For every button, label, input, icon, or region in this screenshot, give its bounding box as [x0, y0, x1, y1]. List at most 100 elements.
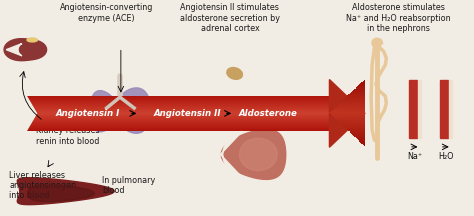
Polygon shape [331, 111, 365, 112]
Polygon shape [345, 127, 365, 128]
Text: In pulmonary
blood: In pulmonary blood [102, 176, 155, 195]
Bar [26, 109, 329, 110]
Polygon shape [337, 120, 365, 121]
Polygon shape [348, 94, 365, 95]
Bar [26, 123, 329, 124]
Polygon shape [115, 88, 151, 133]
Bar [449, 80, 452, 138]
Bar [26, 110, 329, 111]
Text: H₂O: H₂O [438, 152, 453, 161]
Polygon shape [352, 91, 365, 92]
Polygon shape [356, 138, 365, 139]
Polygon shape [337, 105, 365, 107]
Polygon shape [353, 135, 365, 136]
Bar [26, 113, 329, 114]
Text: Kidney releases
renin into blood: Kidney releases renin into blood [36, 126, 99, 146]
Bar [26, 108, 329, 109]
Polygon shape [359, 84, 365, 85]
Polygon shape [221, 129, 286, 179]
Bar [26, 121, 329, 122]
Bar [26, 98, 329, 99]
Bar [26, 126, 329, 127]
Polygon shape [350, 93, 365, 94]
Polygon shape [358, 85, 365, 86]
Bar [26, 120, 329, 121]
Bar [26, 118, 329, 119]
Polygon shape [356, 86, 365, 87]
Polygon shape [90, 91, 118, 132]
Bar [26, 106, 329, 107]
Bar [26, 96, 329, 97]
Polygon shape [354, 89, 365, 90]
Polygon shape [350, 132, 365, 133]
Text: Aldosterone stimulates
Na⁺ and H₂O reabsorption
in the nephrons: Aldosterone stimulates Na⁺ and H₂O reabs… [346, 3, 450, 33]
Bar [26, 115, 329, 116]
Bar [26, 122, 329, 123]
Polygon shape [361, 143, 365, 144]
Polygon shape [364, 79, 365, 81]
Polygon shape [352, 134, 365, 135]
Bar [26, 103, 329, 104]
Polygon shape [339, 103, 365, 104]
Polygon shape [337, 104, 365, 105]
Polygon shape [337, 119, 365, 120]
Polygon shape [356, 87, 365, 89]
Polygon shape [4, 39, 46, 61]
Bar [26, 95, 329, 96]
Polygon shape [360, 142, 365, 143]
Bar [26, 102, 329, 103]
Polygon shape [336, 107, 365, 108]
Polygon shape [340, 102, 365, 103]
Bar [26, 116, 329, 117]
Bar [26, 107, 329, 108]
Polygon shape [339, 121, 365, 122]
Polygon shape [359, 140, 365, 142]
Polygon shape [347, 129, 365, 130]
Polygon shape [333, 116, 365, 117]
Polygon shape [345, 98, 365, 99]
Bar [26, 129, 329, 130]
Bar [26, 124, 329, 125]
Bar [26, 125, 329, 126]
Ellipse shape [227, 68, 242, 79]
Bar [26, 119, 329, 120]
Text: Angiotensin II: Angiotensin II [154, 109, 221, 118]
Bar [26, 112, 329, 113]
Text: Liver releases
angiotensinogen
into blood: Liver releases angiotensinogen into bloo… [9, 171, 76, 200]
Polygon shape [330, 113, 365, 114]
Polygon shape [363, 81, 365, 82]
Bar [26, 128, 329, 129]
Polygon shape [346, 97, 365, 98]
Polygon shape [17, 178, 114, 205]
Polygon shape [348, 130, 365, 132]
Polygon shape [341, 124, 365, 125]
Bar [26, 111, 329, 112]
Polygon shape [6, 44, 22, 56]
Bar [26, 105, 329, 106]
Polygon shape [347, 95, 365, 97]
Polygon shape [361, 82, 365, 83]
Polygon shape [346, 128, 365, 129]
Bar [26, 100, 329, 101]
Bar [26, 117, 329, 118]
Polygon shape [353, 90, 365, 91]
Bar [26, 114, 329, 115]
Bar [26, 101, 329, 102]
Text: Aldosterone: Aldosterone [238, 109, 297, 118]
Polygon shape [358, 139, 365, 140]
Polygon shape [341, 101, 365, 102]
Polygon shape [220, 131, 242, 178]
Polygon shape [332, 114, 365, 116]
Polygon shape [340, 122, 365, 124]
Bar [440, 80, 448, 138]
Text: Angiotensin-converting
enzyme (ACE): Angiotensin-converting enzyme (ACE) [60, 3, 153, 23]
Polygon shape [354, 136, 365, 137]
Polygon shape [351, 92, 365, 93]
Polygon shape [334, 108, 365, 109]
Polygon shape [363, 144, 365, 145]
Text: Angiotensin I: Angiotensin I [55, 109, 120, 118]
Polygon shape [22, 95, 36, 131]
Polygon shape [342, 125, 365, 126]
Polygon shape [364, 145, 365, 146]
Polygon shape [356, 137, 365, 138]
